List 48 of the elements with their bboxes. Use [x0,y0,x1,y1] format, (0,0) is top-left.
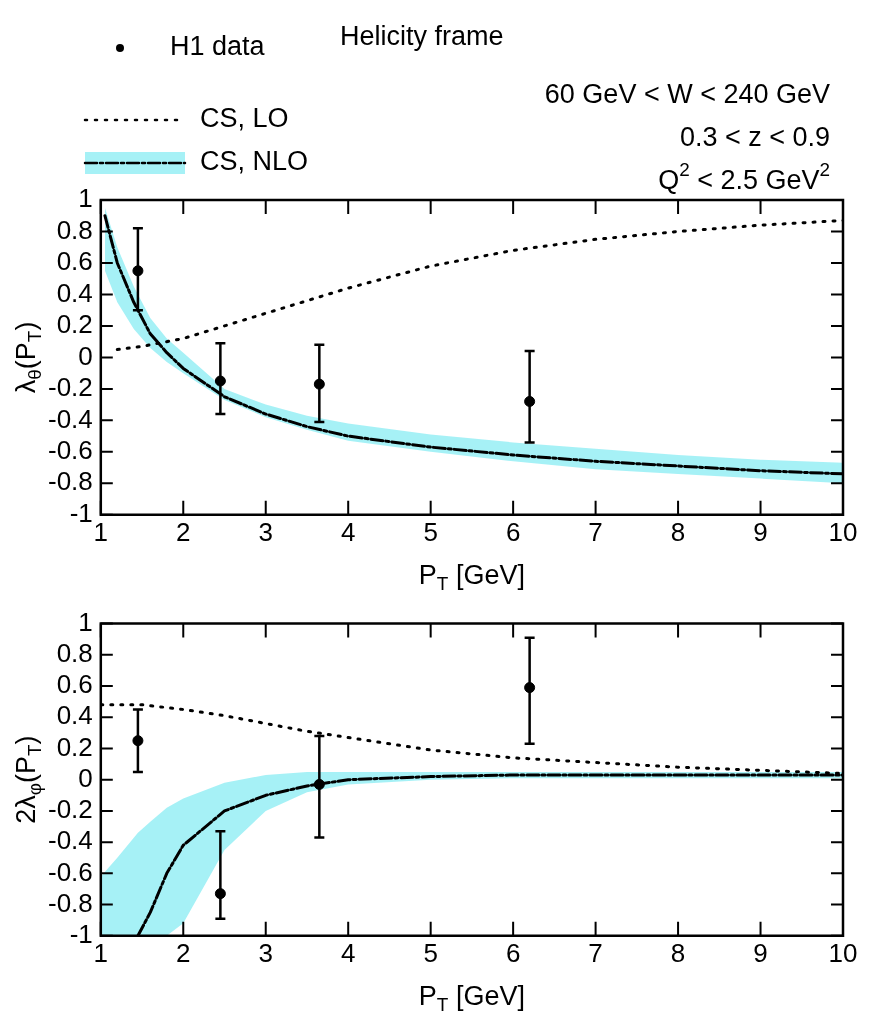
x-tick-label: 2 [176,516,191,547]
y-tick-label: 0 [78,340,93,371]
legend-label: CS, NLO [200,146,309,177]
x-tick-label: 3 [258,937,273,968]
x-tick-label: 10 [828,516,858,547]
x-tick-label: 9 [753,937,768,968]
y-tick-label: -0.8 [47,466,93,497]
text: Helicity frame [340,21,504,52]
y-tick-label: 1 [78,183,93,214]
legend-label: CS, LO [200,103,289,134]
y-tick-label: 0.2 [56,309,93,340]
x-tick-label: 2 [176,937,191,968]
legend-label: H1 data [170,31,266,62]
x-tick-label: 8 [670,516,686,547]
x-tick-label: 4 [340,937,356,968]
y-tick-label: -0.2 [47,372,93,403]
y-tick-label: 0 [78,762,93,793]
x-tick-label: 6 [505,516,521,547]
x-tick-label: 7 [588,516,603,547]
y-tick-label: -0.4 [47,825,93,856]
y-tick-label: -0.6 [47,435,93,466]
y-axis-title: 2λφ(PT) [11,735,46,824]
x-tick-label: 4 [340,516,356,547]
x-tick-label: 5 [423,516,438,547]
x-tick-label: 7 [588,937,603,968]
y-tick-label: -0.2 [47,794,93,825]
y-tick-label: -0.4 [47,403,93,434]
x-tick-label: 10 [828,937,858,968]
y-tick-label: 1 [78,606,93,637]
y-tick-label: 0.6 [56,246,93,277]
y-tick-label: 0.8 [56,637,93,668]
y-axis-title: λθ(PT) [11,321,46,394]
x-tick-label: 6 [505,937,521,968]
y-tick-label: 0.6 [56,669,93,700]
x-tick-label: 5 [423,937,438,968]
y-tick-label: 0.2 [56,731,93,762]
y-tick-label: 0.4 [56,700,93,731]
y-tick-label: -1 [69,497,93,528]
text: 60 GeV < W < 240 GeV [544,79,831,110]
y-tick-label: 0.4 [56,277,93,308]
y-tick-label: -0.6 [47,856,93,887]
x-tick-label: 8 [670,937,686,968]
text: 0.3 < z < 0.9 [679,122,830,153]
y-tick-label: 0.8 [56,214,93,245]
x-tick-label: 9 [753,516,768,547]
x-tick-label: 3 [258,516,273,547]
y-tick-label: -0.8 [47,887,93,918]
y-tick-label: -1 [69,918,93,949]
